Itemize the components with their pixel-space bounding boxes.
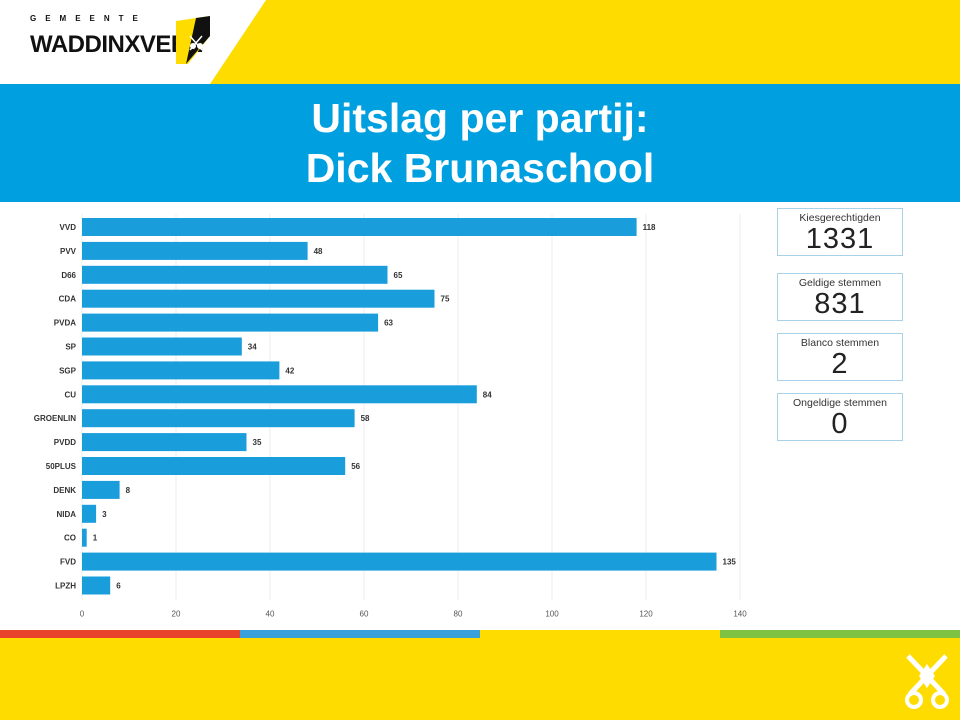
stripe-red	[0, 630, 240, 638]
bar	[82, 552, 717, 571]
kpi-label: Blanco stemmen	[800, 337, 880, 349]
bar	[82, 265, 388, 284]
category-label: CDA	[59, 295, 77, 304]
data-label: 48	[314, 247, 323, 256]
kpi-value: 0	[831, 408, 849, 440]
bar	[82, 433, 247, 452]
bar	[82, 480, 120, 499]
bar	[82, 528, 87, 547]
category-label: DENK	[53, 486, 76, 495]
logo-municipality-text: GEMEENTE	[30, 14, 147, 23]
category-label: PVDA	[54, 319, 76, 328]
kpi-card-ongeldige-stemmen: Ongeldige stemmen 0	[777, 393, 903, 441]
party-results-bar-chart: 0 20 40 60 80 100 120 140 VVD 118 PVV 48 D66 65 CDA 75 P…	[34, 214, 747, 618]
data-label: 35	[253, 438, 262, 447]
data-label: 34	[248, 343, 257, 352]
bar	[82, 337, 242, 356]
x-tick-label: 40	[266, 609, 275, 618]
bar	[82, 241, 308, 260]
x-tick-label: 20	[172, 609, 181, 618]
data-label: 135	[723, 558, 737, 567]
bar	[82, 218, 637, 236]
category-label: D66	[61, 271, 76, 280]
bar	[82, 576, 111, 595]
data-label: 42	[285, 366, 294, 375]
category-label: FVD	[60, 558, 76, 567]
category-label: CO	[64, 534, 76, 543]
data-label: 6	[116, 582, 121, 591]
bar	[82, 409, 355, 428]
x-tick-label: 140	[733, 609, 747, 618]
data-label: 118	[643, 223, 656, 232]
category-label: 50PLUS	[46, 462, 77, 471]
x-tick-label: 100	[545, 609, 559, 618]
data-label: 56	[351, 462, 360, 471]
bar	[82, 504, 97, 523]
x-tick-label: 80	[454, 609, 463, 618]
data-label: 8	[126, 486, 131, 495]
kpi-card-geldige-stemmen: Geldige stemmen 831	[777, 273, 903, 321]
bar	[82, 457, 346, 475]
page-subtitle: Dick Brunaschool	[305, 145, 655, 191]
x-tick-label: 60	[360, 609, 369, 618]
category-label: GROENLIN	[34, 414, 76, 423]
category-label: VVD	[60, 223, 77, 232]
bar	[82, 313, 379, 332]
category-label: NIDA	[56, 510, 76, 519]
bottom-banner	[0, 638, 960, 720]
kpi-label: Ongeldige stemmen	[793, 397, 887, 409]
logo-name: WADDINXVEEN	[30, 31, 204, 58]
category-label: CU	[64, 390, 76, 399]
category-label: SGP	[59, 366, 77, 375]
crossed-keys-icon	[905, 654, 949, 709]
bar	[82, 289, 435, 308]
kpi-value: 2	[831, 348, 849, 380]
page-title: Uitslag per partij:	[311, 95, 649, 141]
bar	[82, 385, 477, 404]
bar	[82, 361, 280, 380]
category-label: SP	[65, 343, 76, 352]
kpi-value: 1331	[805, 223, 875, 255]
data-label: 65	[394, 271, 403, 280]
data-label: 3	[102, 510, 107, 519]
data-label: 75	[441, 295, 450, 304]
title-banner: Uitslag per partij: Dick Brunaschool	[0, 84, 960, 202]
kpi-label: Geldige stemmen	[798, 277, 882, 289]
kpi-value: 831	[814, 288, 866, 320]
data-label: 1	[93, 534, 98, 543]
kpi-card-blanco-stemmen: Blanco stemmen 2	[777, 333, 903, 381]
category-label: PVV	[60, 247, 77, 256]
stripe-yellow	[480, 630, 720, 638]
kpi-label: Kiesgerechtigden	[799, 212, 881, 224]
kpi-card-kiesgerechtigden: Kiesgerechtigden 1331	[777, 208, 903, 256]
x-tick-label: 0	[80, 609, 85, 618]
stripe-blue	[240, 630, 480, 638]
stripe-green	[720, 630, 960, 638]
category-label: LPZH	[55, 582, 76, 591]
data-label: 84	[483, 390, 492, 399]
logo-shield-icon	[176, 16, 210, 64]
x-tick-label: 120	[639, 609, 653, 618]
category-label: PVDD	[54, 438, 76, 447]
data-label: 63	[384, 319, 393, 328]
data-label: 58	[361, 414, 370, 423]
